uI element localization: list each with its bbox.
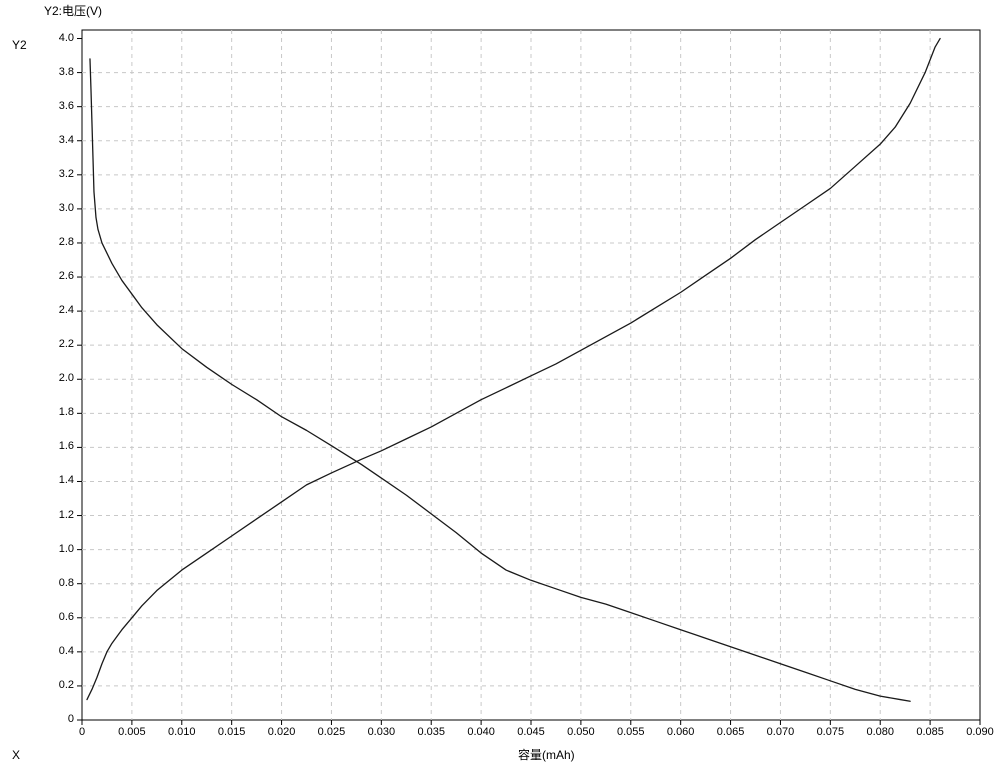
x-tick-label: 0.035 xyxy=(411,726,451,738)
x-tick-label: 0.055 xyxy=(611,726,651,738)
y-tick-label: 2.6 xyxy=(34,270,74,282)
y-tick-label: 3.6 xyxy=(34,100,74,112)
chart-container: Y2:电压(V) Y2 X 容量(mAh) 00.20.40.60.81.01.… xyxy=(0,0,1000,774)
y-tick-label: 1.2 xyxy=(34,509,74,521)
y-tick-label: 2.0 xyxy=(34,372,74,384)
x-tick-label: 0.085 xyxy=(910,726,950,738)
x-tick-label: 0.025 xyxy=(311,726,351,738)
x-tick-label: 0.045 xyxy=(511,726,551,738)
x-tick-label: 0.080 xyxy=(860,726,900,738)
x-tick-label: 0.005 xyxy=(112,726,152,738)
curve-discharge xyxy=(90,59,910,701)
y-tick-label: 3.8 xyxy=(34,66,74,78)
x-tick-label: 0.070 xyxy=(760,726,800,738)
x-tick-label: 0.075 xyxy=(810,726,850,738)
curve-charge xyxy=(87,39,940,700)
x-tick-label: 0.040 xyxy=(461,726,501,738)
y-tick-label: 3.0 xyxy=(34,202,74,214)
x-tick-label: 0.060 xyxy=(661,726,701,738)
chart-svg xyxy=(0,0,1000,774)
y-tick-label: 2.8 xyxy=(34,236,74,248)
y-tick-label: 4.0 xyxy=(34,32,74,44)
y-tick-label: 1.0 xyxy=(34,543,74,555)
y-tick-label: 0.4 xyxy=(34,645,74,657)
y-tick-label: 0.6 xyxy=(34,611,74,623)
y-tick-label: 1.4 xyxy=(34,474,74,486)
y-tick-label: 2.2 xyxy=(34,338,74,350)
y-tick-label: 1.6 xyxy=(34,440,74,452)
x-tick-label: 0.020 xyxy=(262,726,302,738)
y-tick-label: 1.8 xyxy=(34,406,74,418)
y-tick-label: 0.2 xyxy=(34,679,74,691)
x-tick-label: 0.065 xyxy=(711,726,751,738)
y-tick-label: 3.2 xyxy=(34,168,74,180)
x-tick-label: 0.050 xyxy=(561,726,601,738)
x-tick-label: 0.010 xyxy=(162,726,202,738)
x-tick-label: 0 xyxy=(62,726,102,738)
x-tick-label: 0.090 xyxy=(960,726,1000,738)
x-tick-label: 0.015 xyxy=(212,726,252,738)
y-tick-label: 2.4 xyxy=(34,304,74,316)
y-tick-label: 3.4 xyxy=(34,134,74,146)
y-tick-label: 0 xyxy=(34,713,74,725)
x-tick-label: 0.030 xyxy=(361,726,401,738)
y-tick-label: 0.8 xyxy=(34,577,74,589)
